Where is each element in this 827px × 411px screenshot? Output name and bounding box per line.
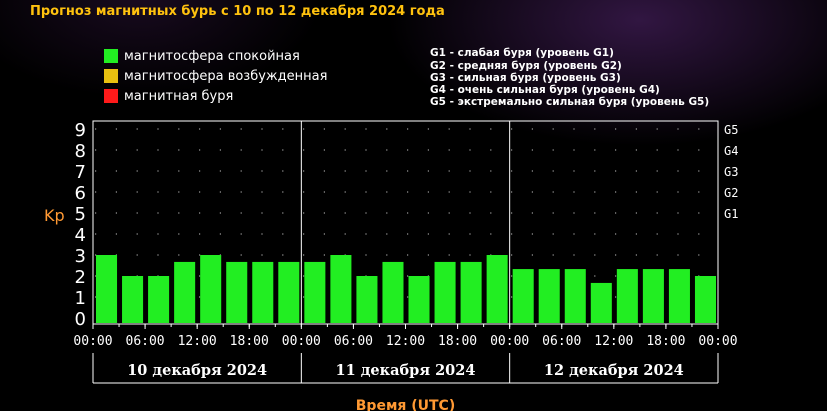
- y-tick-label: 6: [75, 183, 86, 204]
- kp-bar: [304, 261, 326, 323]
- x-tick-label: 06:00: [542, 334, 581, 349]
- g-tick-label: G2: [724, 186, 738, 200]
- legend-label-calm: магнитосфера спокойная: [124, 48, 300, 64]
- x-axis-label: Время (UTC): [356, 398, 455, 411]
- g-level-g2: G2 - средняя буря (уровень G2): [430, 60, 622, 72]
- page-title: Прогноз магнитных бурь с 10 по 12 декабр…: [30, 4, 445, 19]
- g-level-g5: G5 - экстремально сильная буря (уровень …: [430, 96, 710, 108]
- day-label: 11 декабря 2024: [336, 362, 476, 379]
- kp-bar: [590, 282, 612, 323]
- kp-bar: [486, 255, 508, 323]
- x-tick-label: 06:00: [334, 334, 373, 349]
- kp-bar: [616, 269, 638, 323]
- x-tick-label: 12:00: [386, 334, 425, 349]
- legend-label-excited: магнитосфера возбужденная: [124, 68, 328, 84]
- x-tick-label: 00:00: [73, 334, 112, 349]
- y-tick-label: 2: [75, 267, 86, 288]
- x-tick-label: 18:00: [230, 334, 269, 349]
- g-tick-label: G4: [724, 144, 738, 158]
- y-tick-label: 1: [75, 288, 86, 309]
- day-label: 10 декабря 2024: [127, 362, 267, 379]
- x-tick-label: 00:00: [698, 334, 737, 349]
- legend-swatch-storm: [104, 89, 118, 103]
- legend-swatch-excited: [104, 69, 118, 83]
- kp-bar: [252, 261, 274, 323]
- legend-label-storm: магнитная буря: [124, 88, 234, 104]
- kp-bar: [330, 255, 352, 323]
- x-tick-label: 06:00: [126, 334, 165, 349]
- kp-bar: [148, 276, 170, 323]
- kp-bar: [538, 269, 560, 323]
- g-level-g1: G1 - слабая буря (уровень G1): [430, 47, 614, 59]
- legend-item-excited: магнитосфера возбужденная: [104, 68, 327, 84]
- x-tick-label: 18:00: [646, 334, 685, 349]
- g-tick-label: G5: [724, 123, 738, 137]
- y-tick-label: 9: [75, 120, 86, 141]
- kp-bar: [96, 255, 118, 323]
- kp-bar: [356, 276, 378, 323]
- y-axis-label: Kp: [44, 206, 65, 225]
- x-tick-label: 00:00: [490, 334, 529, 349]
- kp-bar: [512, 269, 534, 323]
- y-tick-label: 7: [75, 162, 86, 183]
- g-tick-label: G1: [724, 207, 738, 221]
- g-level-g4: G4 - очень сильная буря (уровень G4): [430, 84, 660, 96]
- kp-bar: [434, 261, 456, 323]
- g-level-g3: G3 - сильная буря (уровень G3): [430, 72, 621, 84]
- legend-item-calm: магнитосфера спокойная: [104, 48, 300, 64]
- x-tick-label: 00:00: [282, 334, 321, 349]
- day-label: 12 декабря 2024: [544, 362, 684, 379]
- kp-bar: [694, 276, 716, 323]
- g-tick-label: G3: [724, 165, 738, 179]
- kp-bar: [226, 261, 248, 323]
- kp-bar: [122, 276, 144, 323]
- kp-bar: [200, 255, 222, 323]
- kp-bar: [174, 261, 196, 323]
- x-tick-label: 18:00: [438, 334, 477, 349]
- x-tick-label: 12:00: [178, 334, 217, 349]
- y-tick-label: 0: [75, 309, 86, 330]
- kp-bar: [278, 261, 300, 323]
- x-tick-label: 12:00: [594, 334, 633, 349]
- kp-bar: [460, 261, 482, 323]
- kp-bar: [642, 269, 664, 323]
- kp-bar: [382, 261, 404, 323]
- legend-item-storm: магнитная буря: [104, 88, 233, 104]
- y-tick-label: 3: [75, 246, 86, 267]
- kp-bar: [408, 276, 430, 323]
- kp-bar: [668, 269, 690, 323]
- legend-swatch-calm: [104, 49, 118, 63]
- y-tick-label: 8: [75, 141, 86, 162]
- y-tick-label: 5: [75, 204, 86, 225]
- kp-bar: [564, 269, 586, 323]
- y-tick-label: 4: [75, 225, 86, 246]
